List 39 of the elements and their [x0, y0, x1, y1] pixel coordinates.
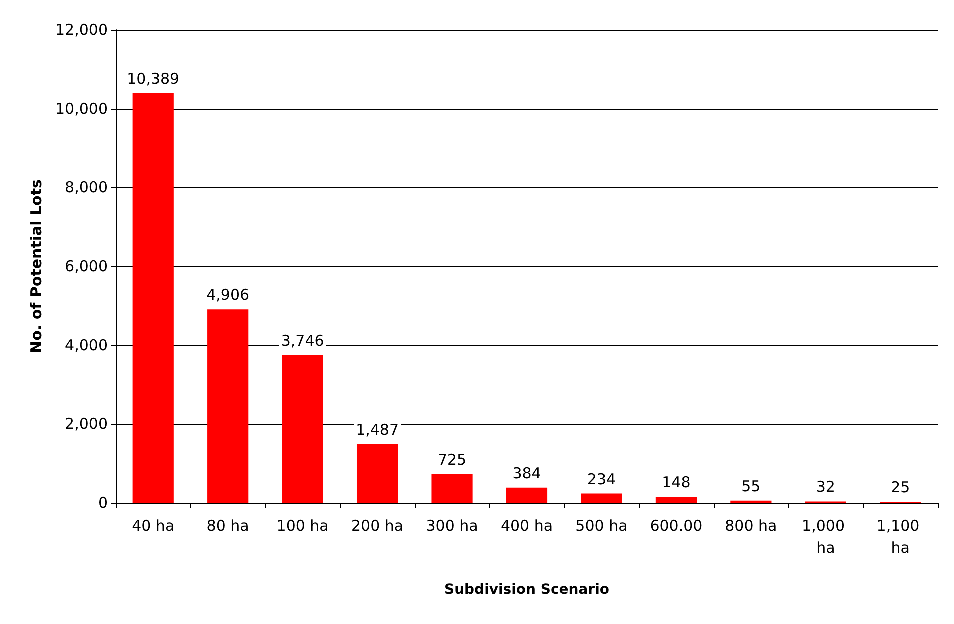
- x-tick-label: 40 ha: [132, 517, 175, 535]
- y-tick-label: 10,000: [56, 100, 108, 118]
- bar: [132, 94, 174, 503]
- bar: [356, 444, 398, 503]
- data-label: 148: [662, 474, 691, 492]
- bar: [432, 474, 473, 503]
- y-tick-label: 12,000: [56, 21, 108, 39]
- y-tick-label: 6,000: [65, 258, 108, 276]
- x-tick-label: 600.00: [650, 517, 703, 535]
- x-tick-label: 500 ha: [576, 517, 628, 535]
- x-tick-label: 1,000 ha: [802, 517, 850, 557]
- x-tick-label: 80 ha: [206, 517, 250, 535]
- data-label: 384: [512, 464, 542, 482]
- x-tick-label: 800 ha: [725, 517, 778, 535]
- data-label: 10,389: [127, 70, 180, 88]
- y-axis-title: No. of Potential Lots: [28, 179, 46, 354]
- x-tick-label: 200 ha: [351, 517, 404, 535]
- data-label: 32: [816, 478, 836, 496]
- data-label: 25: [891, 478, 910, 497]
- bar: [506, 488, 548, 503]
- y-tick-label: 2,000: [65, 415, 108, 434]
- bar: [656, 497, 698, 503]
- data-label: 3,746: [281, 332, 324, 350]
- data-label: 725: [438, 450, 467, 469]
- data-label: 4,906: [206, 286, 250, 304]
- bar: [581, 494, 622, 503]
- x-tick-label: 1,100 ha: [876, 517, 924, 557]
- y-tick-label: 4,000: [65, 336, 108, 354]
- x-tick-label: 400 ha: [500, 517, 554, 535]
- x-axis-title: Subdivision Scenario: [444, 582, 610, 598]
- x-tick-label: 100 ha: [276, 517, 329, 535]
- y-tick-label: 8,000: [65, 178, 108, 197]
- x-tick-label: 300 ha: [426, 517, 478, 535]
- data-label: 55: [742, 477, 761, 496]
- y-tick-label: 0: [98, 494, 108, 512]
- bar: [282, 355, 324, 503]
- data-label: 234: [587, 470, 616, 488]
- data-label: 1,487: [356, 420, 400, 439]
- bar: [208, 310, 249, 503]
